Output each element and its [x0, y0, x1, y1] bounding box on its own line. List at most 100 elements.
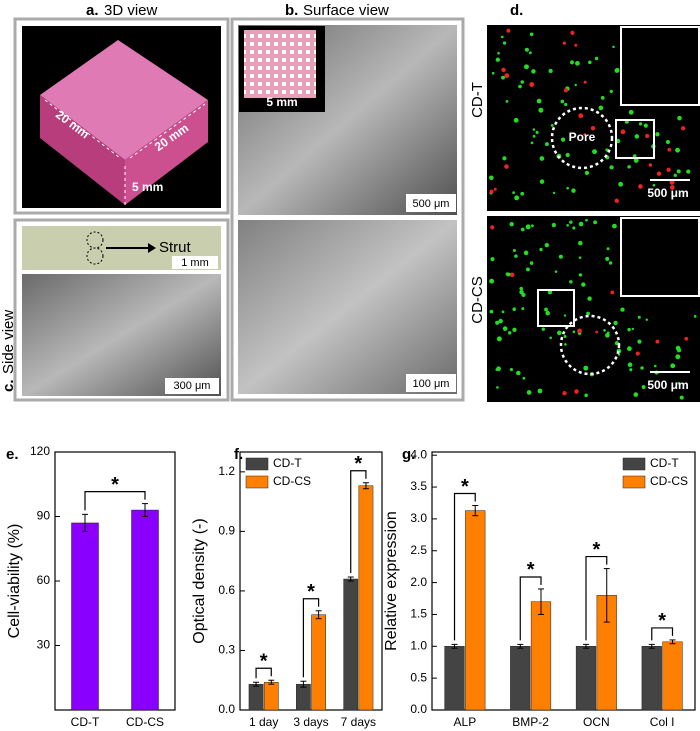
cell-dot	[489, 278, 495, 284]
cell-dot	[496, 366, 501, 372]
cell-dot	[627, 362, 633, 368]
cell-dot	[654, 364, 657, 368]
cell-dot	[670, 363, 676, 369]
panel-label: b.	[285, 2, 298, 19]
x-tick-label: OCN	[583, 715, 610, 729]
cell-dot	[637, 315, 641, 319]
cell-dot	[620, 129, 626, 135]
cell-dot	[519, 286, 523, 291]
cell-dot	[606, 331, 610, 335]
legend-swatch	[622, 475, 646, 489]
significance-star: *	[260, 651, 268, 673]
x-tick-label: CD-T	[71, 715, 100, 729]
cell-dot	[526, 390, 532, 395]
cell-dot	[532, 128, 536, 131]
panel-label: g.	[402, 446, 415, 463]
cell-dot	[544, 307, 548, 312]
cell-dot	[669, 185, 675, 190]
y-tick-label: 3.0	[410, 511, 427, 525]
legend-swatch	[245, 475, 269, 489]
cell-dot	[609, 165, 614, 170]
cell-dot	[574, 83, 577, 87]
cell-dot	[539, 156, 545, 161]
cell-dot	[547, 289, 553, 295]
cell-dot	[590, 126, 596, 131]
cube-side	[40, 95, 125, 205]
cell-dot	[666, 167, 671, 172]
significance-star: *	[111, 474, 119, 496]
cell-dot	[529, 82, 535, 87]
cell-dot	[530, 141, 534, 145]
cell-dot	[488, 175, 494, 181]
cell-dot	[569, 220, 573, 224]
y-axis-label: Relative expression	[383, 511, 400, 651]
cell-dot	[577, 328, 582, 334]
legend-label: CD-T	[650, 456, 679, 470]
cell-dot	[549, 336, 552, 340]
cell-dot	[588, 60, 592, 65]
cell-dot	[500, 35, 504, 39]
cell-dot	[514, 254, 518, 258]
cell-dot	[548, 68, 553, 74]
cell-dot	[570, 30, 575, 35]
arrow-head	[148, 243, 156, 253]
cell-dot	[535, 130, 539, 134]
cell-dot	[557, 330, 562, 336]
cell-dot	[572, 330, 576, 334]
dimension: 5 mm	[132, 180, 163, 194]
cell-dot	[667, 147, 672, 152]
bar	[641, 646, 662, 711]
group-label: CD-T	[469, 82, 486, 118]
cell-dot	[491, 257, 495, 260]
cell-dot	[578, 221, 584, 227]
panel-title: Surface view	[303, 2, 389, 19]
cell-dot	[509, 272, 515, 278]
x-tick-label: BMP-2	[512, 715, 549, 729]
cell-dot	[686, 169, 691, 174]
cell-dot	[585, 218, 588, 222]
cell-dot	[571, 188, 576, 193]
annotation: Pore	[569, 130, 596, 144]
significance-bracket	[585, 555, 608, 641]
cell-dot	[551, 222, 557, 228]
cell-dot	[679, 395, 684, 400]
cell-dot	[491, 71, 495, 75]
cell-dot	[594, 56, 599, 61]
cell-dot	[520, 80, 525, 84]
cell-dot	[489, 189, 494, 194]
cell-dot	[522, 376, 526, 380]
cell-dot	[620, 307, 625, 312]
y-tick-label: 1.0	[410, 638, 427, 652]
cell-dot	[593, 220, 598, 225]
bar	[444, 646, 465, 711]
strut-mark	[86, 247, 104, 265]
y-axis-label: Cell-viability (%)	[6, 524, 23, 639]
cell-dot	[595, 330, 599, 334]
cell-dot	[501, 75, 505, 80]
panel-label: d.	[510, 2, 523, 19]
cell-dot	[495, 57, 500, 62]
scale-bar-label: 500 μm	[647, 186, 688, 200]
annotation: Strut	[159, 239, 192, 256]
scale-bar-label: 500 μm	[413, 198, 450, 210]
cell-dot	[566, 186, 570, 190]
cell-dot	[665, 140, 670, 145]
cell-dot	[615, 68, 620, 73]
cell-dot	[584, 170, 590, 175]
cell-dot	[592, 149, 597, 155]
y-tick-label: 0.6	[218, 583, 235, 597]
x-tick-label: CD-CS	[126, 715, 164, 729]
cell-dot	[544, 242, 549, 248]
cell-dot	[498, 318, 503, 324]
cell-dot	[612, 45, 615, 49]
cell-dot	[502, 41, 507, 45]
y-tick-label: 0.0	[218, 702, 235, 716]
cell-dot	[628, 109, 634, 115]
significance-star: *	[527, 559, 535, 581]
cell-dot	[502, 326, 508, 331]
cell-dot	[570, 60, 574, 65]
cell-dot	[496, 336, 502, 342]
cell-dot	[537, 388, 543, 394]
cell-dot	[581, 282, 586, 287]
